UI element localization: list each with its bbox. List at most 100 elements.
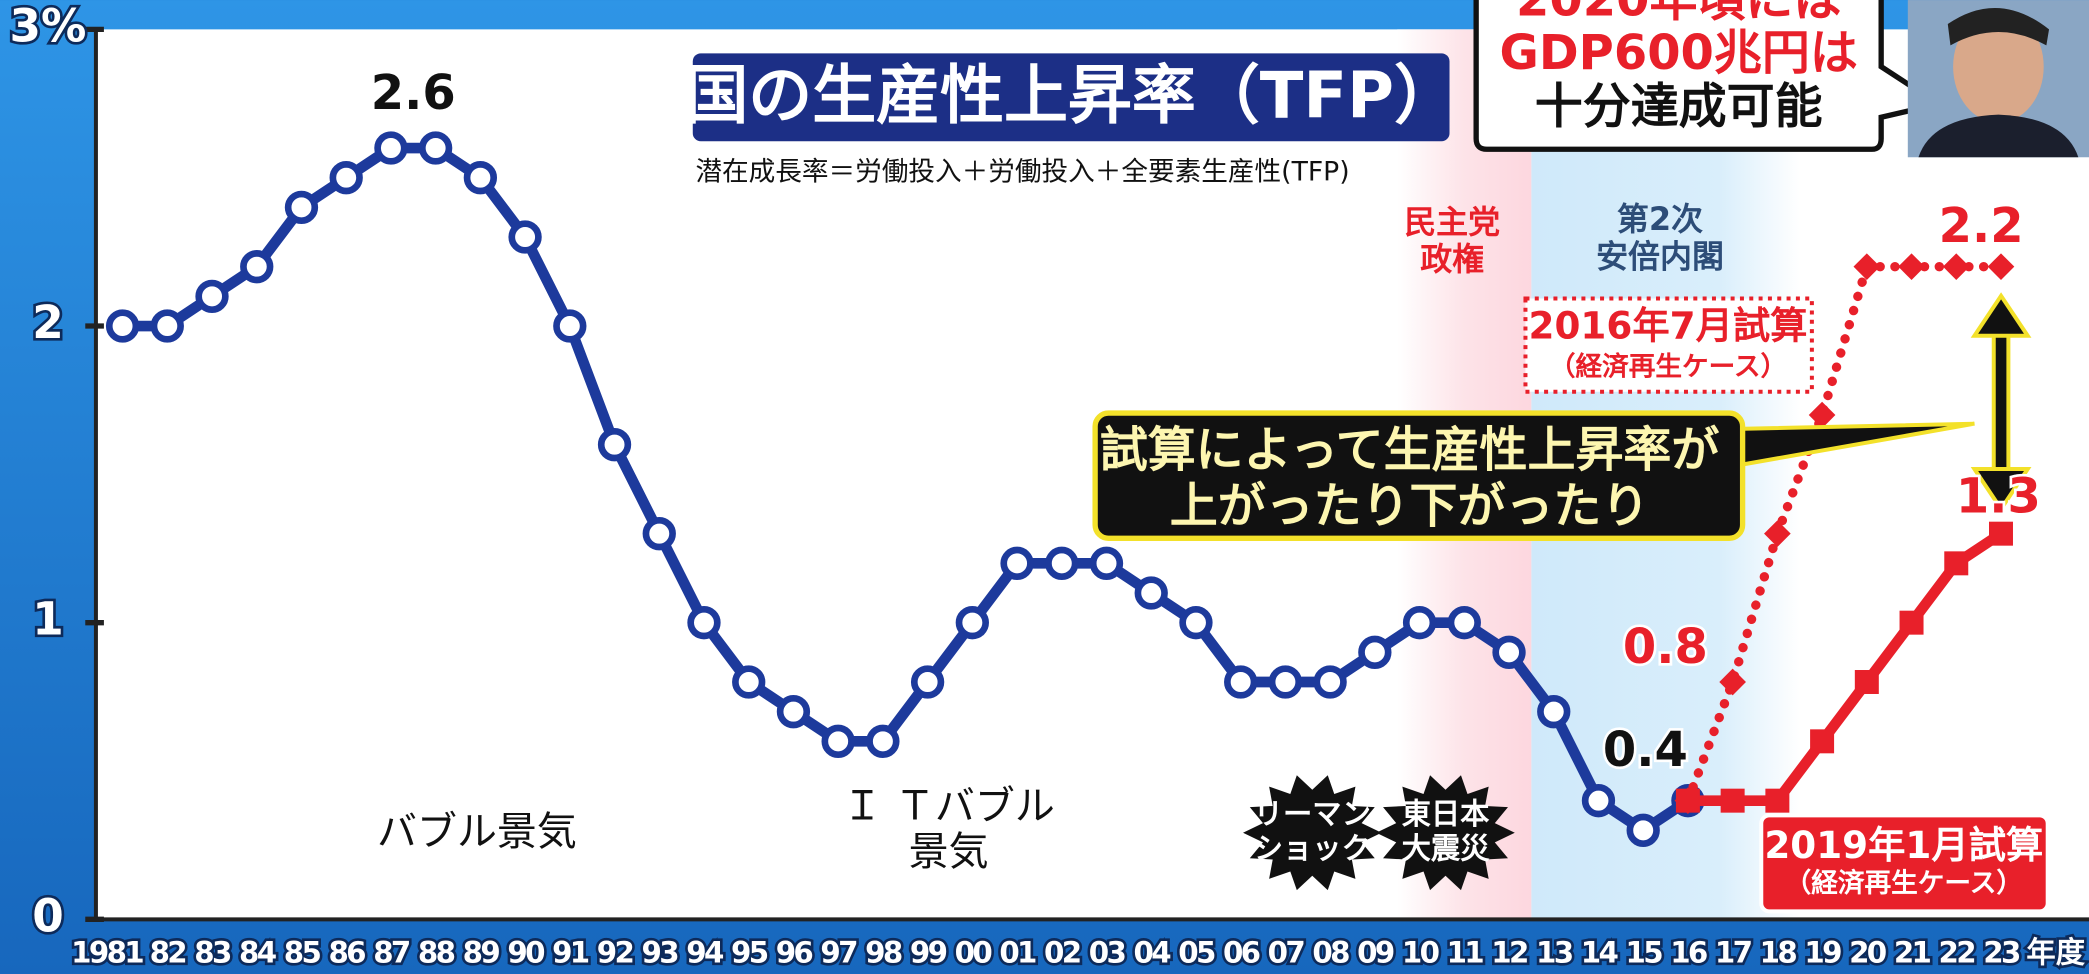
point	[735, 669, 762, 696]
annotation: 第2次	[1617, 200, 1703, 238]
annotation: 東日本	[1402, 797, 1491, 831]
x-tick-label: 10	[1402, 935, 1439, 969]
x-tick-label: 85	[284, 935, 321, 969]
x-axis-label: 年度	[2026, 935, 2085, 969]
point	[199, 283, 226, 310]
series-subname: （経済再生ケース）	[1549, 351, 1787, 382]
point	[1362, 639, 1389, 666]
x-tick-label: 07	[1268, 935, 1305, 969]
x-tick-label: 89	[463, 935, 500, 969]
x-tick-label: 21	[1894, 935, 1931, 969]
y-tick-label: 2	[32, 296, 64, 349]
point	[1138, 580, 1165, 607]
point	[1721, 789, 1745, 813]
point	[1765, 789, 1789, 813]
x-tick-label: 15	[1625, 935, 1662, 969]
x-tick-label: 95	[731, 935, 768, 969]
point	[422, 135, 449, 162]
y-tick-label: 0	[32, 889, 64, 942]
point	[154, 313, 181, 340]
speech-text: 2020年頃には	[1516, 0, 1841, 28]
x-tick-label: 19	[1804, 935, 1841, 969]
point	[1989, 522, 2013, 546]
point	[288, 194, 315, 221]
point	[780, 698, 807, 725]
x-tick-label: 92	[597, 935, 633, 969]
x-tick-label: 88	[418, 935, 455, 969]
point	[1048, 550, 1075, 577]
point	[512, 224, 539, 251]
point	[1227, 669, 1254, 696]
data-label: 0.8	[1623, 619, 1708, 675]
x-tick-label: 02	[1044, 935, 1080, 969]
point	[1451, 609, 1478, 636]
speech-text: GDP600兆円は	[1500, 25, 1858, 81]
x-tick-label: 84	[239, 935, 277, 969]
point	[1810, 729, 1834, 753]
x-tick-label: 82	[150, 935, 186, 969]
x-tick-label: 06	[1223, 935, 1260, 969]
x-tick-label: 97	[820, 935, 857, 969]
point	[109, 313, 136, 340]
point	[914, 669, 941, 696]
point	[556, 313, 583, 340]
x-tick-label: 87	[373, 935, 410, 969]
x-tick-label: 13	[1536, 935, 1573, 969]
y-tick-label: 3%	[10, 0, 87, 52]
x-tick-label: 98	[865, 935, 902, 969]
x-tick-label: 00	[955, 935, 992, 969]
point	[1944, 551, 1968, 575]
x-tick-label: 04	[1134, 935, 1172, 969]
x-tick-label: 09	[1357, 935, 1394, 969]
series-name: 2019年1月試算	[1764, 823, 2043, 867]
point	[378, 135, 405, 162]
x-tick-label: 12	[1491, 935, 1527, 969]
annotation: ショック	[1254, 832, 1371, 866]
point	[1540, 698, 1567, 725]
chart-title: 国の生産性上昇率（TFP）	[684, 60, 1458, 134]
x-tick-label: 20	[1849, 935, 1886, 969]
annotation: バブル景気	[377, 809, 577, 855]
point	[467, 164, 494, 191]
x-tick-label: 23	[1983, 935, 2020, 969]
x-tick-label: 18	[1760, 935, 1797, 969]
point	[333, 164, 360, 191]
x-tick-label: 03	[1089, 935, 1126, 969]
point	[1004, 550, 1031, 577]
point	[646, 520, 673, 547]
point	[870, 728, 897, 755]
point	[825, 728, 852, 755]
speech-text: 十分達成可能	[1535, 78, 1823, 134]
x-tick-label: 93	[642, 935, 679, 969]
point	[1272, 669, 1299, 696]
data-label: 0.4	[1603, 722, 1688, 778]
point	[691, 609, 718, 636]
point	[1496, 639, 1523, 666]
point	[601, 431, 628, 458]
data-label: 2.2	[1939, 198, 2024, 254]
annotation: 安倍内閣	[1596, 238, 1724, 276]
x-tick-label: 17	[1715, 935, 1752, 969]
series-subname: （経済再生ケース）	[1785, 868, 2023, 899]
x-tick-label: 05	[1178, 935, 1215, 969]
annotation: 大震災	[1402, 832, 1491, 866]
point	[1630, 817, 1657, 844]
annotation: 政権	[1420, 240, 1484, 278]
data-label: 1.3	[1956, 469, 2041, 525]
point	[1676, 789, 1700, 813]
y-tick-label: 1	[32, 593, 64, 646]
annotation: 民主党	[1404, 203, 1500, 241]
chart-subtitle: 潜在成長率＝労働投入＋労働投入＋全要素生産性(TFP)	[695, 157, 1349, 188]
x-tick-label: 1981	[71, 935, 143, 969]
data-label: 2.6	[371, 65, 456, 121]
x-tick-label: 14	[1581, 935, 1619, 969]
x-tick-label: 86	[328, 935, 365, 969]
x-tick-label: 91	[552, 935, 589, 969]
x-tick-label: 01	[999, 935, 1036, 969]
point	[1855, 670, 1879, 694]
point	[243, 253, 270, 280]
x-tick-label: 83	[194, 935, 231, 969]
annotation: リーマン	[1254, 797, 1371, 831]
point	[1406, 609, 1433, 636]
x-tick-label: 96	[776, 935, 813, 969]
